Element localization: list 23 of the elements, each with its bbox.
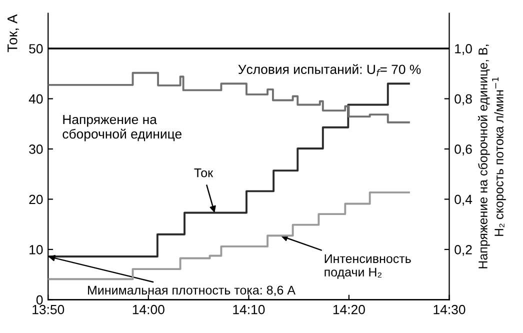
x-tick-label: 14:10 [233, 304, 265, 314]
x-tick-label: 14:00 [132, 304, 164, 314]
y-tick-label: 50 [29, 44, 43, 54]
annotation: Условия испытаний: U$_{f}$= 70 % [238, 64, 421, 76]
y2-tick-label: 0,2 [454, 245, 472, 256]
y2-axis-title: Напряжение на сборочной единице, В, H₂ скорость потока л/мин$^{−1}$ [478, 44, 506, 268]
y-tick-label: 40 [28, 94, 43, 104]
y2-tick-label: 0,8 [454, 94, 472, 106]
annotation: Ток [194, 168, 214, 178]
y-tick-label: 30 [29, 144, 43, 154]
x-tick-label: 13:50 [32, 304, 64, 314]
y-axis-title: Ток, А [8, 14, 19, 52]
y2-tick-label: 0,6 [454, 144, 472, 156]
y2-tick-label: 0,4 [454, 194, 472, 206]
x-tick-label: 14:30 [434, 304, 466, 314]
annotation: Минимальная плотность тока: 8,6 А [88, 286, 296, 296]
annotation: Интенсивность подачи H₂ [324, 254, 411, 279]
y2-tick-label: 1,0 [455, 44, 472, 55]
y-tick-label: 20 [29, 194, 43, 204]
annotation: Напряжение на сборочной единице [62, 114, 182, 142]
x-tick-label: 14:20 [333, 304, 365, 314]
y-tick-label: 10 [30, 245, 43, 254]
y-tick-label: 0 [36, 295, 43, 305]
